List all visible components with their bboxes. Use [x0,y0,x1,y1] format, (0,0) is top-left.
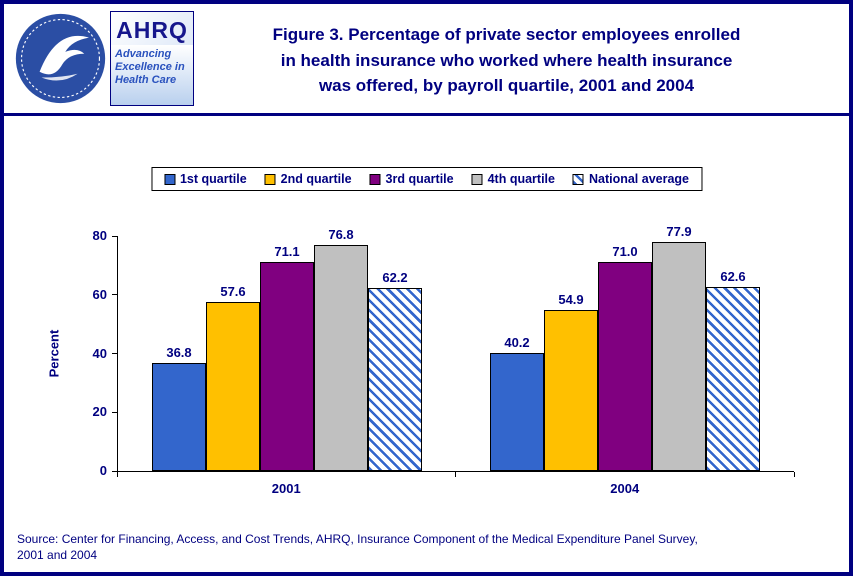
legend-item: 2nd quartile [264,172,352,186]
y-tick-mark [112,470,117,472]
legend-swatch [471,173,483,185]
figure-title: Figure 3. Percentage of private sector e… [204,22,809,99]
y-tick-mark [112,294,117,296]
y-tick-mark [112,411,117,413]
ahrq-tagline-line: Excellence in [115,61,185,74]
bar-2nd-quartile: 57.6 [206,284,260,471]
hhs-seal-icon [15,13,106,104]
bar-value-label: 71.0 [612,244,638,260]
bar-group-2004: 40.2 54.9 71.0 77.9 62.6 [456,224,794,471]
legend-item: 1st quartile [163,172,247,186]
ahrq-tagline: Advancing Excellence in Health Care [111,45,193,105]
y-tick-mark [112,353,117,354]
bar-value-label: 62.6 [720,269,746,285]
y-tick-mark [112,235,117,237]
source-note-line: 2001 and 2004 [17,547,98,562]
hhs-seal-logo [13,11,108,106]
bar-value-label: 62.2 [382,270,408,286]
chart-legend: 1st quartile 2nd quartile 3rd quartile 4th … [150,167,703,191]
source-note: Source: Center for Financing, Access, an… [17,532,829,563]
bar-value-label: 54.9 [558,291,584,307]
bar-value-label: 77.9 [666,224,692,240]
ahrq-acronym-text: AHRQ [116,17,188,43]
figure-title-line: in health insurance who worked where hea… [280,50,733,70]
bar-group-2001: 36.8 57.6 71.1 76.8 62.2 [118,227,456,471]
header-divider [4,113,849,116]
bar-value-label: 57.6 [220,283,246,299]
bar-3rd-quartile: 71.0 [598,244,652,471]
figure-title-line: Figure 3. Percentage of private sector e… [272,25,741,44]
legend-swatch [369,173,381,185]
bar-national-average: 62.6 [706,269,760,471]
legend-label: 2nd quartile [280,172,352,186]
ahrq-wordmark: AHRQ [111,12,193,45]
bar-4th-quartile: 76.8 [314,227,368,471]
bar-4th-quartile: 77.9 [652,224,706,471]
bar-1st-quartile: 36.8 [152,345,206,471]
legend-item: 3rd quartile [369,172,454,186]
plot-area: 36.8 57.6 71.1 76.8 62.2 40.2 54.9 71.0 77.9 62.6 [117,224,794,472]
y-tick-label: 80 [92,228,107,243]
ahrq-tagline-line: Advancing [115,48,172,60]
legend-swatch [572,173,584,185]
y-tick-label: 20 [92,404,107,420]
legend-item: 4th quartile [471,172,555,186]
legend-label: 4th quartile [487,172,555,186]
legend-label: 1st quartile [179,172,247,186]
legend-swatch [264,173,276,185]
figure-title-line: was offered, by payroll quartile, 2001 a… [318,76,695,95]
bar-value-label: 71.1 [274,244,300,260]
x-category-label: 2001 [271,481,301,496]
logo-group: AHRQ Advancing Excellence in Health Care [13,11,194,106]
bar-3rd-quartile: 71.1 [260,244,314,471]
x-tick-mark [116,472,118,477]
bar-value-label: 76.8 [328,227,354,243]
legend-label: National average [588,172,690,186]
y-axis-title: Percent [46,329,62,378]
bar-value-label: 40.2 [504,334,530,350]
bar-value-label: 36.8 [166,344,192,360]
bar-2nd-quartile: 54.9 [544,292,598,471]
x-category-label: 2004 [610,481,640,496]
legend-item: National average [572,172,690,186]
y-tick-label: 60 [92,286,107,302]
y-tick-label: 40 [92,345,107,361]
bar-1st-quartile: 40.2 [490,335,544,471]
legend-label: 3rd quartile [385,172,454,186]
x-axis-labels: 2001 2004 [117,481,794,496]
source-note-line: Source: Center for Financing, Access, an… [17,532,698,546]
ahrq-tagline-line: Health Care [115,74,177,87]
ahrq-logo: AHRQ Advancing Excellence in Health Care [110,11,194,106]
x-tick-mark [455,472,456,477]
x-tick-mark [793,472,795,477]
y-tick-label: 0 [99,463,107,478]
bar-national-average: 62.2 [368,270,422,471]
legend-swatch [163,173,175,185]
